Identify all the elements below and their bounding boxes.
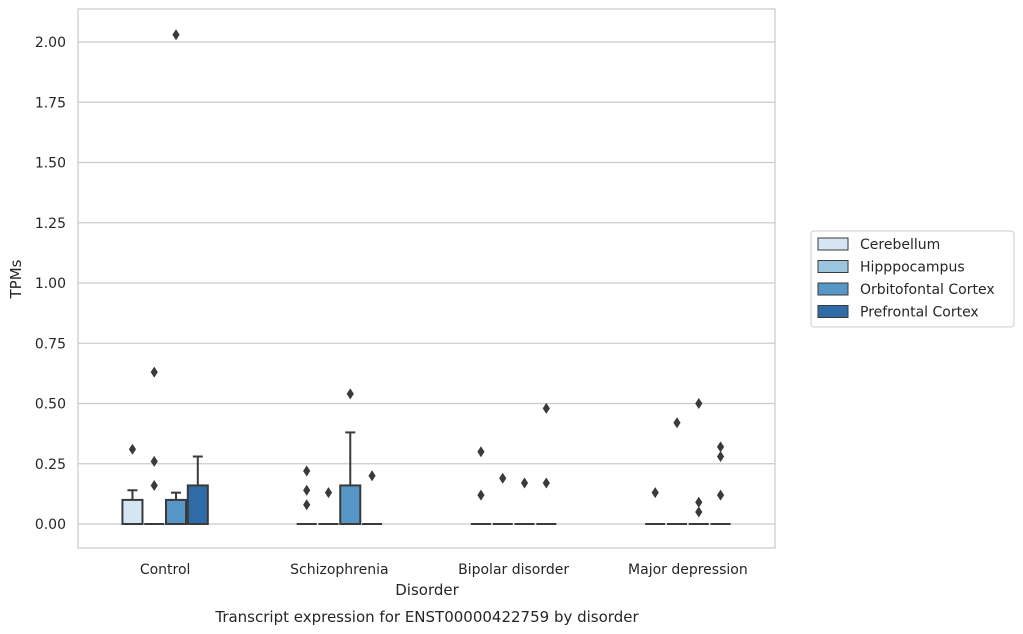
legend-swatch	[817, 305, 849, 318]
legend-swatch	[817, 237, 849, 251]
y-tick-label: 1.50	[35, 156, 66, 172]
box-group	[164, 29, 188, 525]
box-group	[121, 443, 144, 525]
box-group	[688, 398, 709, 525]
outlier-point	[303, 465, 311, 477]
y-axis-title: TPMs	[7, 259, 25, 299]
box-rect	[186, 484, 209, 526]
outlier-point	[695, 496, 703, 508]
box-marks	[121, 29, 731, 526]
y-tick-label: 1.75	[35, 95, 66, 111]
y-tick-label: 0.00	[35, 517, 66, 533]
box-group	[514, 477, 535, 525]
box-group	[645, 487, 666, 525]
outlier-point	[716, 451, 725, 463]
legend-label: Cerebellum	[860, 237, 940, 253]
box-rect	[164, 498, 188, 525]
legend-swatch	[817, 282, 849, 296]
outlier-point	[520, 477, 529, 489]
x-axis-title: Disorder	[395, 581, 459, 599]
y-tick-label: 1.25	[35, 216, 66, 232]
outlier-point	[172, 29, 180, 41]
box-group	[710, 441, 731, 525]
outlier-point	[499, 472, 507, 484]
legend-swatch	[817, 260, 849, 273]
outlier-point	[477, 489, 485, 501]
legend-label: Orbitofontal Cortex	[860, 282, 995, 298]
outlier-point	[303, 499, 311, 511]
outlier-point	[695, 398, 703, 409]
grid-lines	[78, 41, 775, 525]
outlier-point	[477, 446, 485, 458]
box-group	[492, 472, 513, 525]
outlier-point	[716, 441, 725, 453]
outlier-point	[128, 443, 137, 455]
box-group	[144, 366, 165, 525]
x-tick-label: Schizophrenia	[290, 562, 388, 578]
box-rect	[339, 484, 362, 526]
outlier-point	[695, 506, 703, 518]
box-group	[470, 446, 491, 525]
outlier-point	[324, 487, 333, 499]
y-tick-labels: 0.00 0.25 0.50 0.75 1.00 1.25 1.50 1.75 2.00	[35, 35, 66, 533]
outlier-point	[150, 455, 158, 467]
legend-label: Prefrontal Cortex	[860, 305, 979, 321]
outlier-point	[303, 484, 311, 496]
x-tick-labels: Control Schizophrenia Bipolar disorder Majo…	[140, 562, 748, 578]
box-group	[339, 388, 362, 526]
outlier-point	[150, 366, 158, 378]
plot-background	[78, 9, 775, 548]
y-tick-label: 0.50	[35, 397, 66, 413]
outlier-point	[346, 388, 354, 400]
box-group	[536, 402, 557, 525]
box-group	[318, 487, 339, 525]
box-rect	[121, 498, 144, 525]
y-tick-label: 1.00	[35, 276, 66, 292]
outlier-point	[368, 470, 376, 482]
outlier-point	[673, 417, 681, 429]
chart-caption: Transcript expression for ENST0000042275…	[214, 608, 639, 626]
outlier-point	[651, 487, 659, 499]
outlier-point	[716, 489, 725, 501]
legend-frame	[810, 230, 1015, 328]
plot-frame	[77, 8, 776, 549]
box-group	[362, 470, 383, 525]
box-group	[186, 455, 209, 526]
outlier-point	[542, 402, 550, 414]
outlier-point	[150, 479, 158, 491]
y-tick-label: 0.25	[35, 457, 66, 473]
legend-label: Hipppocampus	[860, 260, 965, 276]
x-tick-label: Bipolar disorder	[458, 562, 569, 578]
box-group	[296, 465, 317, 525]
box-group	[666, 417, 688, 525]
legend: Cerebellum Hipppocampus Orbitofontal Corte…	[810, 230, 1015, 328]
outlier-point	[542, 477, 550, 489]
x-tick-label: Major depression	[628, 562, 748, 578]
x-tick-label: Control	[140, 562, 191, 578]
y-tick-label: 2.00	[35, 35, 66, 51]
y-tick-label: 0.75	[35, 336, 66, 352]
